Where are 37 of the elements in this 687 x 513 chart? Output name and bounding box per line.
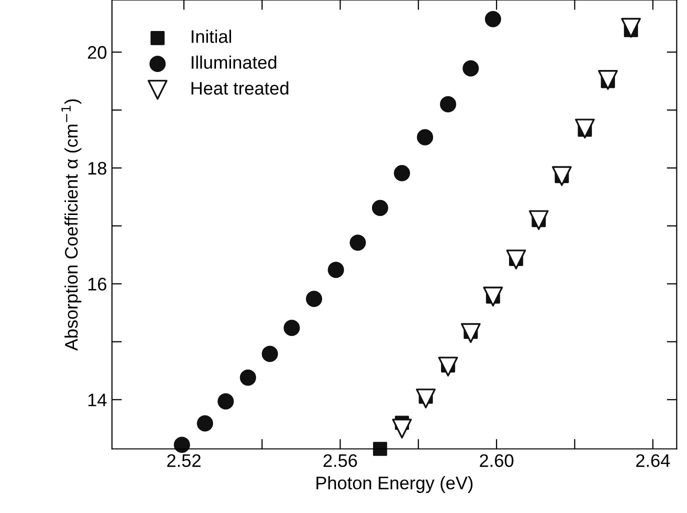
point [372, 200, 388, 216]
legend-label: Initial [192, 30, 232, 43]
point [438, 356, 458, 377]
x-tick-label: 2.60 [480, 454, 514, 467]
y-tick-label: 20 [88, 46, 106, 59]
y-tick-label: 18 [88, 162, 106, 175]
point [174, 436, 190, 453]
point [574, 118, 595, 138]
x-tick-label: 2.64 [636, 454, 670, 467]
point [506, 250, 526, 270]
point [306, 290, 322, 307]
point [284, 320, 300, 336]
point [373, 442, 388, 456]
point [394, 165, 410, 182]
point [240, 370, 256, 386]
point [484, 10, 502, 28]
point [218, 393, 234, 410]
legend-label: Heat treated [192, 81, 288, 95]
point [416, 129, 434, 146]
point [392, 418, 412, 438]
y-tick-label: 14 [88, 394, 107, 406]
x-tick-label: 2.56 [324, 454, 357, 467]
x-tick-label: 2.52 [167, 454, 201, 467]
point [440, 96, 456, 112]
point [460, 323, 481, 343]
legend-label: Illuminated [192, 56, 276, 69]
x-axis-title: Photon Energy (eV) [316, 476, 473, 493]
point [462, 60, 479, 76]
point [598, 70, 618, 90]
point [196, 415, 214, 432]
y-axis-title: Absorption Coefficient α (cm$^{−1}$) [61, 99, 82, 351]
point [262, 346, 278, 362]
point [416, 388, 436, 408]
point [350, 234, 366, 251]
y-tick-label: 16 [88, 278, 106, 291]
point [621, 18, 641, 38]
point [328, 262, 344, 278]
